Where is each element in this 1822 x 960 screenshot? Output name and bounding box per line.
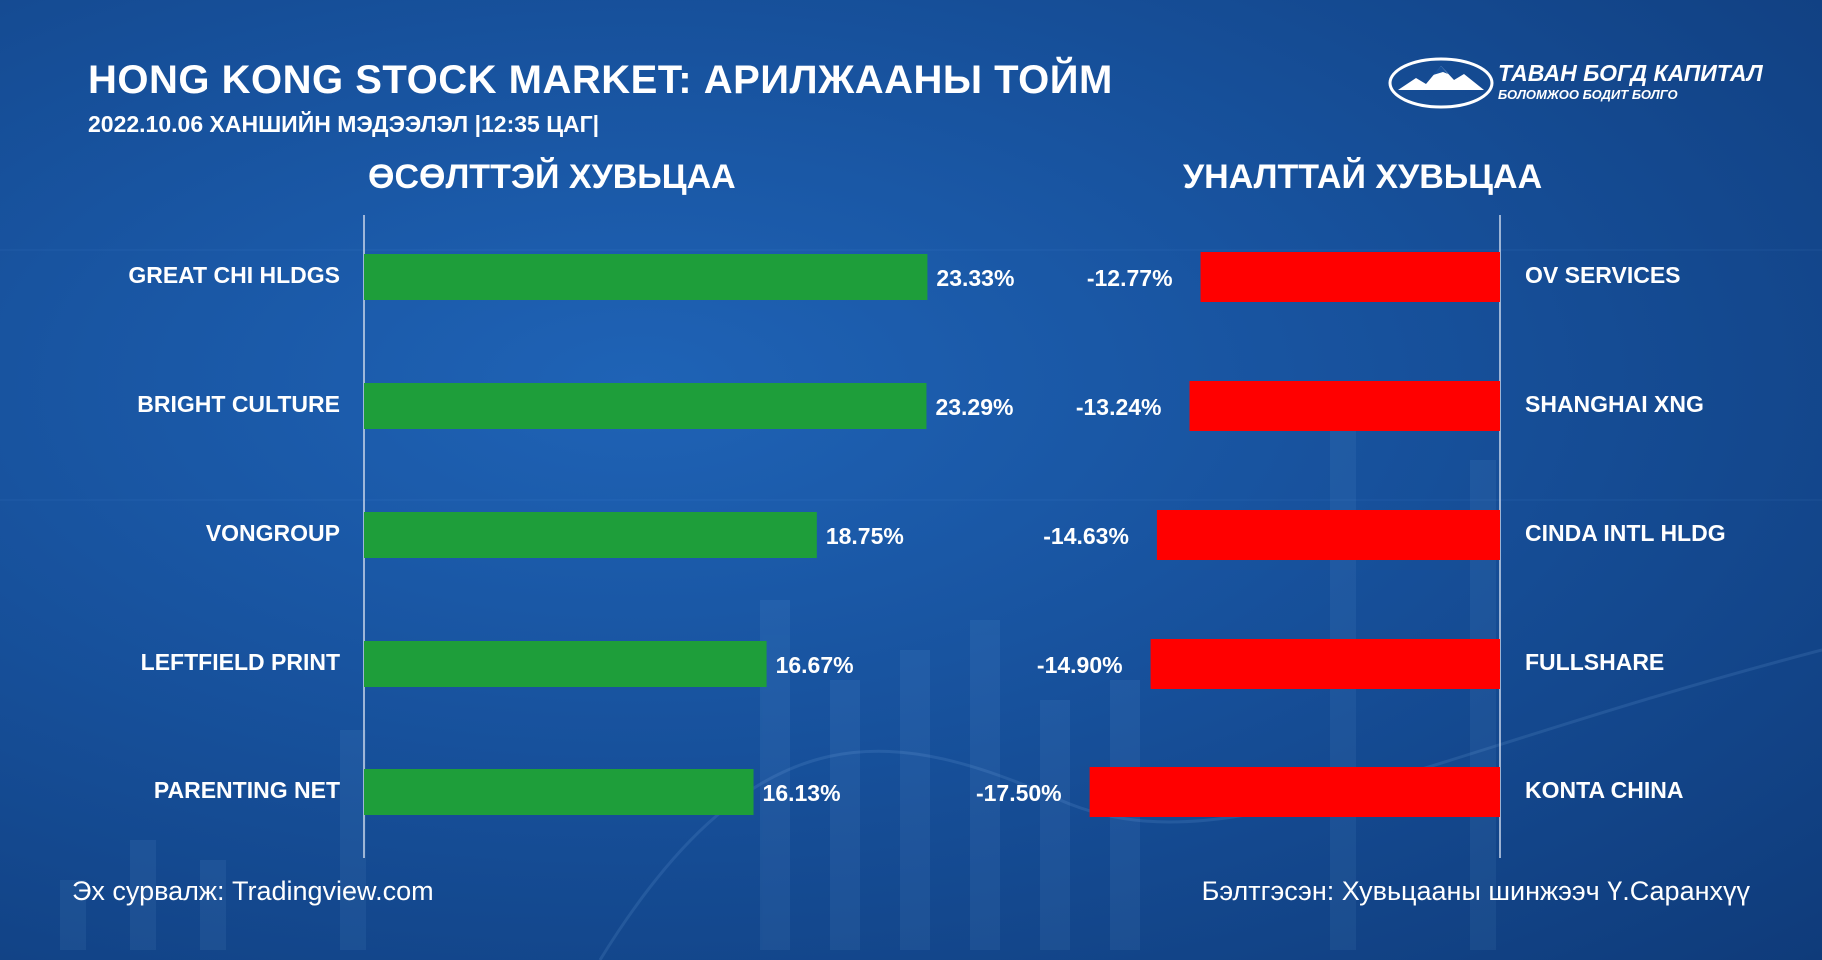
gainer-bar bbox=[364, 254, 928, 300]
author-note: Бэлтгэсэн: Хувьцааны шинжээч Ү.Саранхүү bbox=[1201, 876, 1750, 906]
loser-value-label: -14.90% bbox=[1037, 652, 1123, 678]
gainer-bar bbox=[364, 383, 927, 429]
loser-bar bbox=[1089, 767, 1500, 817]
page-subtitle: 2022.10.06 ХАНШИЙН МЭДЭЭЛЭЛ |12:35 ЦАГ| bbox=[88, 111, 600, 137]
company-logo: ТАВАН БОГД КАПИТАЛ БОЛОМЖОО БОДИТ БОЛГО bbox=[1388, 56, 1763, 110]
loser-value-label: -14.63% bbox=[1043, 523, 1129, 549]
gainer-category-label: PARENTING NET bbox=[154, 777, 340, 803]
source-note: Эх сурвалж: Tradingview.com bbox=[72, 876, 434, 906]
gainer-bar bbox=[364, 641, 767, 687]
logo-tagline: БОЛОМЖОО БОДИТ БОЛГО bbox=[1498, 87, 1678, 102]
loser-bar bbox=[1189, 381, 1500, 431]
gainer-category-label: LEFTFIELD PRINT bbox=[141, 649, 340, 675]
gainers-heading: ӨСӨЛТТЭЙ ХУВЬЦАА bbox=[368, 158, 736, 196]
logo-name: ТАВАН БОГД КАПИТАЛ bbox=[1498, 60, 1763, 86]
loser-category-label: SHANGHAI XNG bbox=[1525, 391, 1704, 417]
loser-bar bbox=[1156, 510, 1500, 560]
gainer-category-label: VONGROUP bbox=[206, 520, 340, 546]
losers-heading: УНАЛТТАЙ ХУВЬЦАА bbox=[1183, 158, 1543, 196]
gainer-value-label: 23.29% bbox=[935, 394, 1013, 420]
gainer-value-label: 16.67% bbox=[776, 652, 854, 678]
page-title: HONG KONG STOCK MARKET: АРИЛЖААНЫ ТОЙМ bbox=[88, 58, 1113, 102]
loser-category-label: FULLSHARE bbox=[1525, 649, 1664, 675]
gainer-value-label: 23.33% bbox=[936, 265, 1014, 291]
loser-category-label: KONTA CHINA bbox=[1525, 777, 1683, 803]
gainer-value-label: 16.13% bbox=[763, 780, 841, 806]
loser-bar bbox=[1200, 252, 1500, 302]
loser-bar bbox=[1150, 639, 1500, 689]
gainer-bar bbox=[364, 512, 817, 558]
loser-category-label: OV SERVICES bbox=[1525, 262, 1681, 288]
gainer-bar bbox=[364, 769, 754, 815]
mountain-logo-icon bbox=[1388, 57, 1494, 109]
loser-category-label: CINDA INTL HLDG bbox=[1525, 520, 1726, 546]
gainer-category-label: BRIGHT CULTURE bbox=[137, 391, 340, 417]
loser-value-label: -13.24% bbox=[1076, 394, 1162, 420]
gainer-value-label: 18.75% bbox=[826, 523, 904, 549]
loser-value-label: -17.50% bbox=[976, 780, 1062, 806]
gainer-category-label: GREAT CHI HLDGS bbox=[128, 262, 340, 288]
loser-value-label: -12.77% bbox=[1087, 265, 1173, 291]
